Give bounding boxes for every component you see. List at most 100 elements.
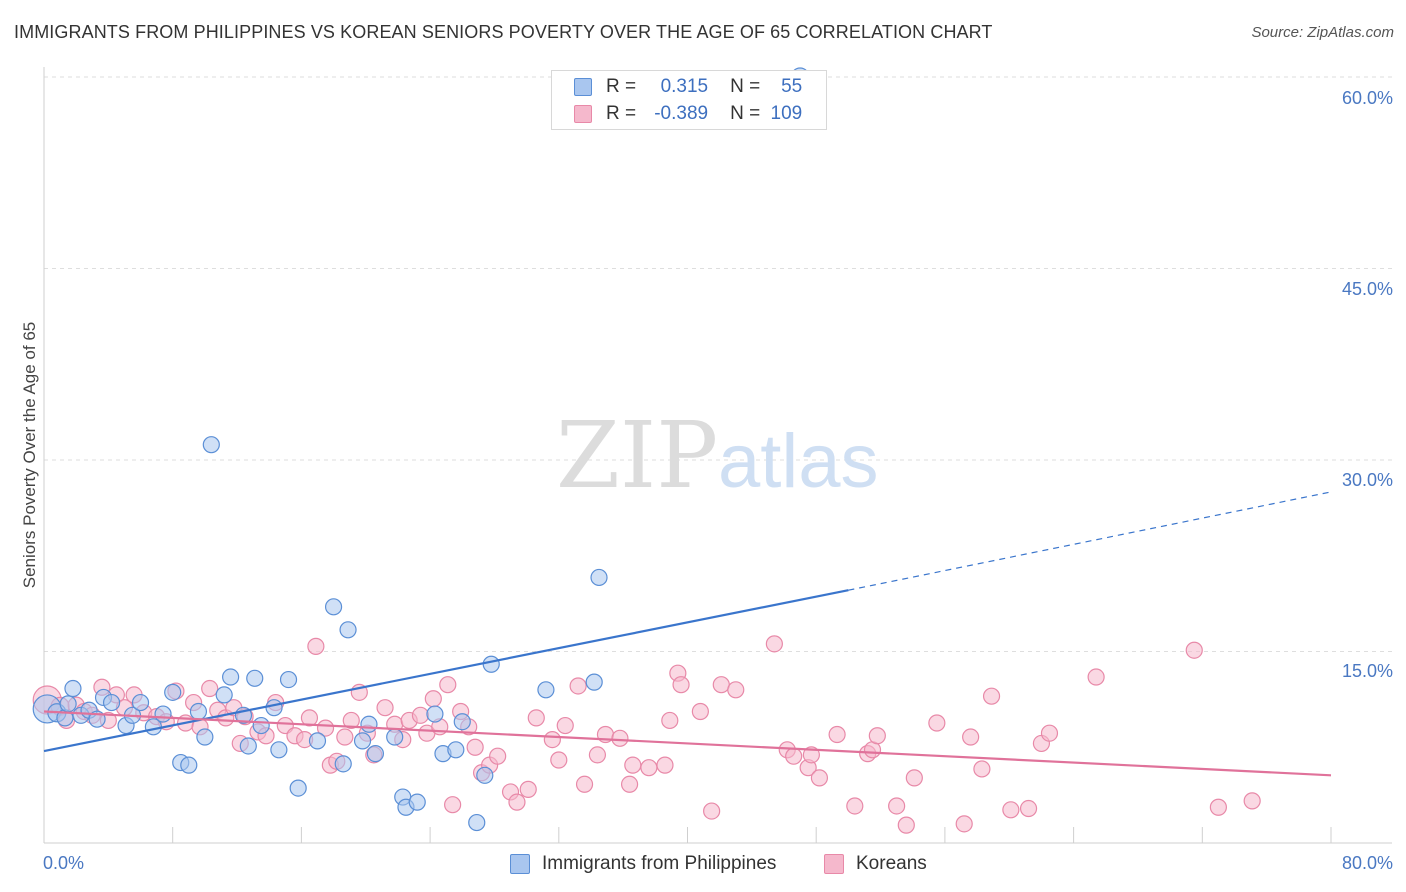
korean-point xyxy=(712,676,730,694)
korean-point xyxy=(336,728,354,746)
pink-swatch-icon xyxy=(824,854,844,874)
source-label: Source: ZipAtlas.com xyxy=(1251,24,1394,41)
legend-row-philippines: R = 0.315 N = 55 xyxy=(574,76,802,98)
korean-point xyxy=(846,797,864,815)
korean-point xyxy=(519,780,537,798)
philippines-point xyxy=(366,745,385,763)
philippines-point xyxy=(386,728,404,746)
korean-point xyxy=(703,802,721,820)
legend-row-koreans: R = -0.389 N = 109 xyxy=(574,103,802,125)
philippines-point xyxy=(585,673,603,691)
legend-n-value: 55 xyxy=(781,76,803,97)
philippines-point xyxy=(360,715,378,733)
korean-point xyxy=(828,725,846,744)
korean-point xyxy=(201,679,219,698)
trend-lines xyxy=(43,491,1332,777)
legend-n-label: N = xyxy=(730,103,761,124)
legend-r-label: R = xyxy=(606,103,637,124)
pink-swatch-icon xyxy=(574,105,592,123)
y-axis-label: Seniors Poverty Over the Age of 65 xyxy=(20,322,39,588)
legend-n-label: N = xyxy=(730,76,761,97)
korean-point xyxy=(620,775,639,793)
korean-point xyxy=(1185,641,1203,659)
philippines-point xyxy=(164,683,182,701)
korean-point xyxy=(691,702,709,721)
legend-n-value: 109 xyxy=(770,103,803,124)
philippines-point xyxy=(189,702,208,721)
y-tick-label: 15.0% xyxy=(1342,661,1393,681)
korean-point xyxy=(300,709,319,727)
korean-point xyxy=(955,815,973,833)
philippines-trend-line xyxy=(43,589,849,753)
korean-point xyxy=(868,727,886,745)
philippines-point xyxy=(180,756,198,774)
korean-point xyxy=(316,719,335,737)
korean-point xyxy=(569,677,587,695)
korean-point xyxy=(1209,798,1227,816)
philippines-point xyxy=(239,737,257,755)
philippines-point xyxy=(196,728,214,746)
korean-point xyxy=(785,747,803,765)
korean-point xyxy=(342,711,360,730)
correlation-legend: R = 0.315 N = 55 R = -0.389 N = 109 xyxy=(551,70,827,130)
tick-labels: 15.0% 30.0% 45.0% 60.0% 0.0% 80.0% xyxy=(43,88,1393,873)
korean-point xyxy=(962,728,980,746)
philippines-point xyxy=(59,695,77,713)
philippines-point xyxy=(270,741,288,759)
philippines-point xyxy=(64,679,82,698)
grid-lines xyxy=(44,76,1392,652)
korean-point xyxy=(411,706,430,724)
watermark: ZIP atlas xyxy=(556,402,879,509)
korean-point xyxy=(588,746,607,764)
korean-point xyxy=(765,635,783,653)
korean-point xyxy=(508,793,526,811)
legend-r-label: R = xyxy=(606,76,637,97)
philippines-point xyxy=(339,621,357,639)
philippines-point xyxy=(215,686,233,704)
philippines-point xyxy=(279,670,298,689)
bottom-legend-philippines: Immigrants from Philippines xyxy=(510,852,776,876)
philippines-point xyxy=(476,766,494,784)
korean-point xyxy=(982,687,1001,705)
korean-point xyxy=(550,751,568,769)
korean-point xyxy=(897,816,915,834)
philippines-point xyxy=(265,699,283,717)
philippines-point xyxy=(353,732,372,750)
x-tick-label: 80.0% xyxy=(1342,853,1393,873)
korean-point xyxy=(973,760,991,778)
korean-point xyxy=(727,681,745,699)
korean-point xyxy=(672,676,690,694)
y-tick-label: 60.0% xyxy=(1342,88,1393,108)
philippines-point xyxy=(131,693,150,712)
korean-point xyxy=(1040,724,1059,742)
bottom-legend-label: Immigrants from Philippines xyxy=(542,853,777,874)
philippines-point xyxy=(426,705,444,723)
korean-point xyxy=(640,759,658,777)
korean-point xyxy=(661,711,679,730)
y-tick-label: 45.0% xyxy=(1342,279,1393,299)
philippines-point xyxy=(453,713,471,731)
korean-point xyxy=(810,769,829,787)
legend-r-value: 0.315 xyxy=(660,76,709,97)
blue-swatch-icon xyxy=(574,78,592,96)
philippines-trend-extension xyxy=(848,491,1332,591)
korean-point xyxy=(1243,792,1261,810)
korean-point xyxy=(888,797,906,815)
korean-point xyxy=(424,690,442,708)
korean-point xyxy=(307,637,325,655)
philippines-point xyxy=(408,793,426,811)
chart-title: IMMIGRANTS FROM PHILIPPINES VS KOREAN SE… xyxy=(14,22,993,42)
legend-r-value: -0.389 xyxy=(654,103,709,124)
korean-point xyxy=(656,756,674,774)
korean-point xyxy=(611,729,629,747)
philippines-point xyxy=(590,568,608,587)
bottom-legend-label: Koreans xyxy=(856,853,927,874)
philippines-point xyxy=(202,436,220,454)
y-tick-label: 30.0% xyxy=(1342,470,1393,490)
korean-point xyxy=(575,775,594,793)
korean-point xyxy=(928,714,946,732)
philippines-point xyxy=(246,669,264,687)
philippines-point xyxy=(308,732,327,750)
korean-trend-line xyxy=(43,710,1332,777)
